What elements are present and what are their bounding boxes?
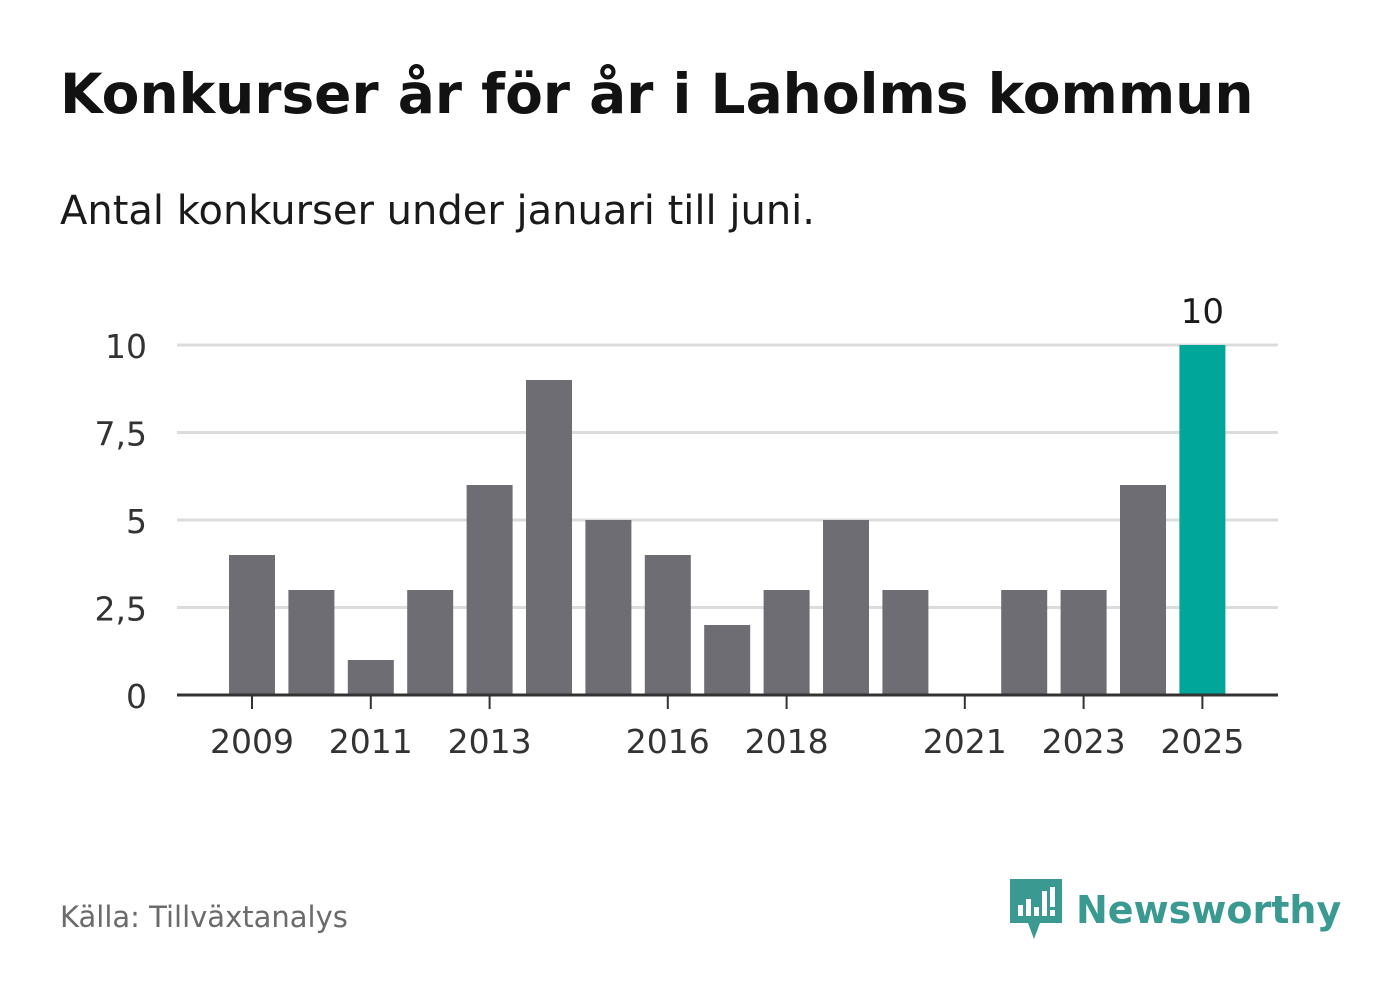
x-tick-label: 2018 [745, 722, 829, 761]
source-note: Källa: Tillväxtanalys [60, 900, 348, 934]
bar-2019 [823, 520, 869, 695]
newsworthy-logo-icon [1010, 879, 1062, 939]
y-tick-label: 2,5 [95, 590, 147, 629]
y-tick-label: 5 [126, 502, 147, 541]
chart-title: Konkurser år för år i Laholms kommun [60, 62, 1254, 126]
bar-2018 [763, 590, 810, 695]
data-label-2025: 10 [1181, 292, 1224, 332]
brand-logo: Newsworthy [1010, 878, 1341, 942]
x-tick-label: 2013 [448, 722, 532, 761]
brand-name: Newsworthy [1076, 888, 1342, 932]
x-tick-label: 2023 [1042, 722, 1126, 761]
bar-2025 [1179, 345, 1226, 695]
x-tick-label: 2016 [626, 722, 710, 761]
y-tick-label: 0 [126, 677, 147, 716]
bar-2016 [644, 555, 691, 695]
x-tick-label: 2021 [923, 722, 1007, 761]
bars [229, 345, 1226, 695]
bar-2011 [347, 660, 394, 695]
bar-2014 [526, 380, 572, 695]
bar-2017 [704, 625, 751, 695]
y-axis-tick-labels: 0 2,5 5 7,5 10 [95, 327, 147, 716]
chart-subtitle: Antal konkurser under januari till juni. [60, 188, 815, 234]
data-labels: 10 [1181, 292, 1224, 332]
bar-2009 [229, 555, 275, 695]
x-tick-label: 2009 [210, 722, 294, 761]
x-axis-tick-labels: 2009 2011 2013 2016 2018 2021 2023 2025 [210, 722, 1244, 761]
bar-2020 [882, 590, 929, 695]
x-tick-label: 2025 [1160, 722, 1244, 761]
bar-chart: 02,557,510 2009 2011 2013 2016 2018 2021 2023 2… [95, 292, 1278, 761]
bar-2012 [407, 590, 454, 695]
x-tick-label: 2011 [329, 722, 413, 761]
bar-2013 [466, 485, 513, 695]
x-axis [177, 693, 1278, 709]
bar-2010 [288, 590, 335, 695]
bar-2015 [585, 520, 632, 695]
bar-2024 [1120, 485, 1166, 695]
bar-2022 [1001, 590, 1048, 695]
bar-2023 [1060, 590, 1107, 695]
y-tick-label: 7,5 [95, 415, 147, 454]
y-tick-label: 10 [105, 327, 147, 366]
grid-lines [177, 343, 1278, 609]
